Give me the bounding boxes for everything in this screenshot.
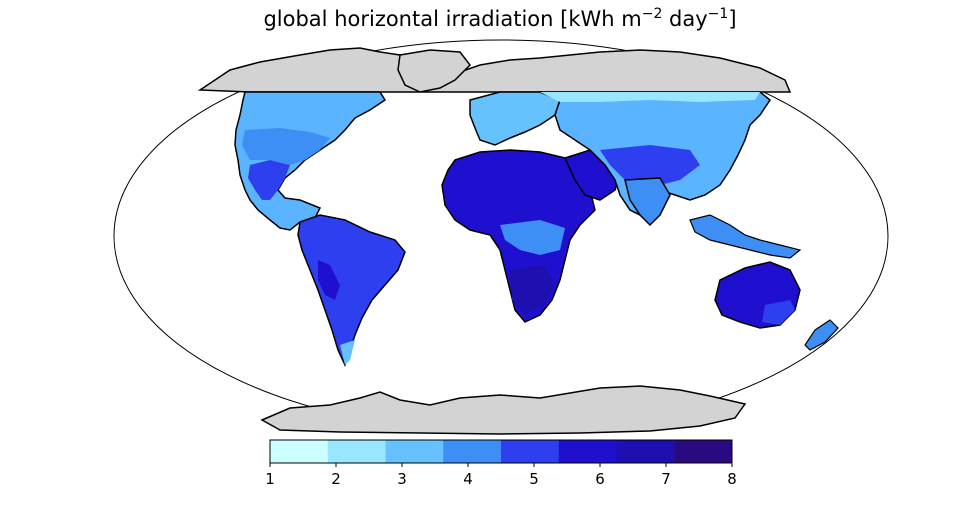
colorbar-bin [558, 440, 617, 463]
north-america-east [242, 128, 330, 165]
colorbar-tick-label: 3 [397, 470, 407, 488]
africa-central [500, 220, 565, 255]
new-zealand [804, 319, 839, 351]
colorbar-tick-label: 8 [727, 470, 737, 488]
south-america-andes [318, 260, 340, 300]
colorbar-tick-label: 4 [463, 470, 473, 488]
colorbar-bin [674, 440, 733, 463]
map-title: global horizontal irradiation [kWh m−2 d… [263, 6, 737, 31]
colorbar-bin [327, 440, 386, 463]
antarctica-nodata [260, 385, 747, 435]
colorbar-tick-label: 6 [595, 470, 605, 488]
colorbar-bin [501, 440, 560, 463]
colorbar-tick-label: 7 [661, 470, 671, 488]
greenland [397, 49, 471, 93]
sea-islands [689, 214, 802, 259]
south-america [297, 214, 406, 368]
colorbar-bin [270, 440, 329, 463]
colorbar-tick-label: 2 [331, 470, 341, 488]
asia-south [600, 145, 700, 190]
australia-southeast [762, 300, 795, 325]
colorbar-bin [443, 440, 502, 463]
colorbar-bin [385, 440, 444, 463]
colorbar-frame [269, 439, 733, 464]
asia-north [540, 92, 760, 102]
africa-south [510, 265, 555, 315]
colorbar-bins [270, 440, 733, 463]
colorbar-bin [616, 440, 675, 463]
colorbar-tick-label: 5 [529, 470, 539, 488]
colorbar-ticks [269, 463, 733, 467]
colorbar-tick-label: 1 [265, 470, 275, 488]
north-america-central [248, 160, 290, 200]
south-america-tip [340, 340, 355, 365]
india [624, 177, 671, 227]
